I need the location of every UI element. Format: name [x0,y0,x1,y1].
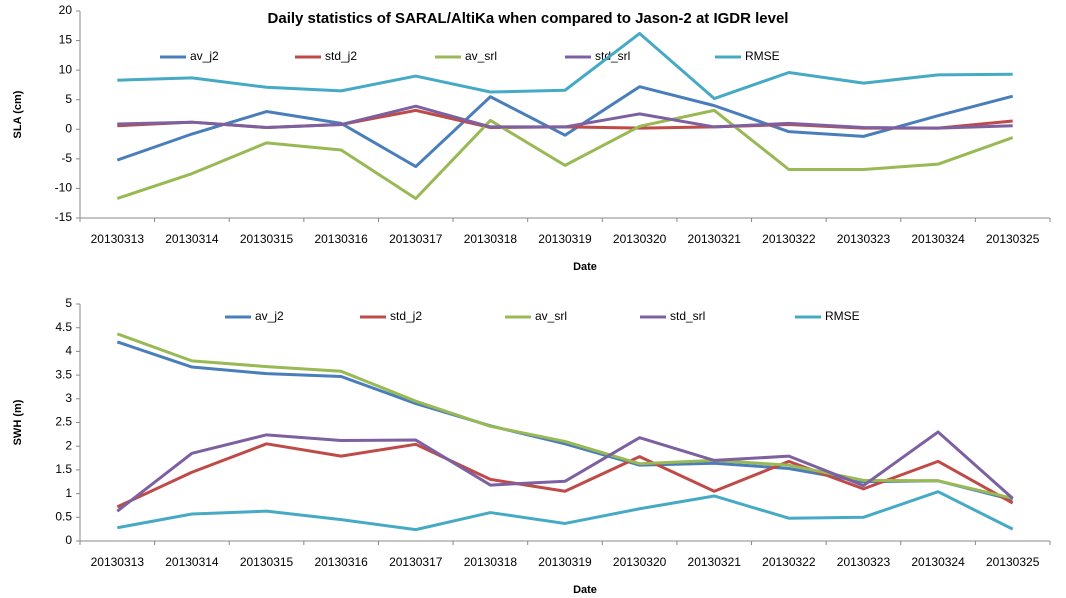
legend-label: av_srl [535,309,567,323]
legend-label: std_srl [595,49,630,63]
x-tick-label: 20130324 [911,232,965,246]
x-tick-label: 20130321 [688,555,742,569]
series-line [116,85,1014,169]
y-tick-label: 2.5 [55,415,72,429]
x-tick-label: 20130313 [91,555,145,569]
y-tick-label: 4 [65,344,72,358]
y-tick-label: 0 [65,533,72,547]
x-tick-label: 20130317 [389,555,443,569]
y-tick-label: 3.5 [55,367,72,381]
y-tick-label: 1.5 [55,462,72,476]
y-tick-label: 2 [65,438,72,452]
x-tick-label: 20130314 [165,232,219,246]
x-axis-title: Date [573,584,597,596]
x-tick-label: 20130325 [986,555,1040,569]
legend-label: std_j2 [325,49,357,63]
y-tick-label: -15 [55,210,73,224]
x-tick-label: 20130318 [464,555,518,569]
y-axis-title: SLA (cm) [12,90,24,138]
legend-label: av_j2 [255,309,284,323]
legend-label: std_j2 [390,309,422,323]
series-line [116,442,1014,509]
series-line [117,490,1014,532]
x-tick-label: 20130315 [240,555,294,569]
legend-label: std_srl [670,309,705,323]
x-tick-label: 20130317 [389,232,443,246]
y-tick-label: 5 [65,296,72,310]
y-tick-label: 1 [65,486,72,500]
x-tick-label: 20130313 [91,232,145,246]
legend-label: av_j2 [190,49,219,63]
y-tick-label: 10 [59,62,73,76]
y-tick-label: -5 [61,151,72,165]
x-tick-label: 20130322 [762,555,816,569]
series-line [116,108,1014,200]
legend-label: RMSE [825,309,860,323]
y-tick-label: 15 [59,33,73,47]
x-tick-label: 20130314 [165,555,219,569]
x-tick-label: 20130323 [837,555,891,569]
x-tick-label: 20130318 [464,232,518,246]
y-tick-label: 3 [65,391,72,405]
y-tick-label: -10 [55,181,73,195]
y-tick-label: 5 [65,92,72,106]
x-tick-label: 20130315 [240,232,294,246]
x-tick-label: 20130322 [762,232,816,246]
chart-title: Daily statistics of SARAL/AltiKa when co… [268,10,789,27]
x-tick-label: 20130320 [613,555,667,569]
x-tick-label: 20130324 [911,555,965,569]
y-tick-label: 20 [59,3,73,17]
y-tick-label: 0 [65,121,72,135]
x-tick-label: 20130323 [837,232,891,246]
series-line [116,430,1014,513]
x-tick-label: 20130320 [613,232,667,246]
series-line [117,104,1013,130]
x-axis-title: Date [573,261,597,273]
legend-label: av_srl [465,49,497,63]
y-tick-label: 4.5 [55,320,72,334]
legend-label: RMSE [745,49,780,63]
x-tick-label: 20130316 [314,555,368,569]
series-line [117,31,1013,101]
series-line [116,332,1014,500]
x-tick-label: 20130325 [986,232,1040,246]
y-tick-label: 0.5 [55,509,72,523]
x-tick-label: 20130316 [314,232,368,246]
x-tick-label: 20130319 [538,232,592,246]
x-tick-label: 20130321 [688,232,742,246]
x-tick-label: 20130319 [538,555,592,569]
y-axis-title: SWH (m) [12,399,24,445]
